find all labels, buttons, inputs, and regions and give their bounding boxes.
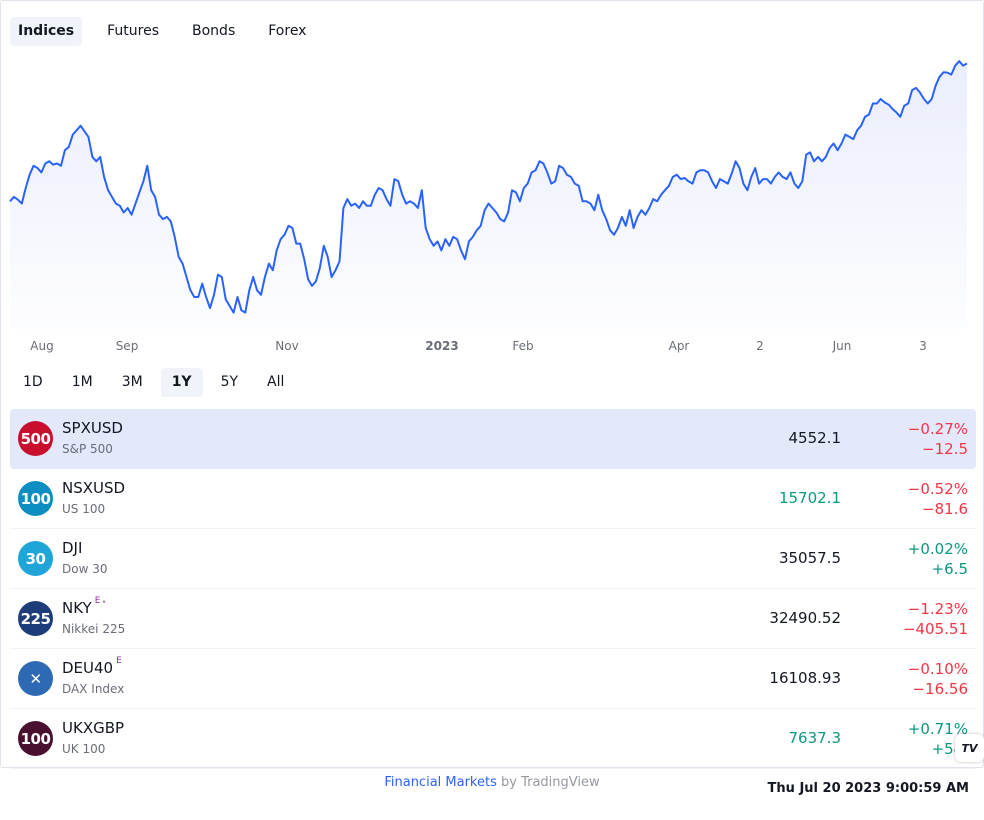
range-1y[interactable]: 1Y [160, 368, 203, 397]
last-price: 15702.1 [778, 489, 841, 507]
change-percent: +0.02% [907, 540, 968, 558]
symbol-description: DAX Index [62, 682, 125, 696]
tab-indices[interactable]: Indices [10, 17, 83, 46]
range-1d[interactable]: 1D [23, 374, 43, 390]
change-percent: +0.71% [907, 720, 968, 738]
change-absolute: −405.51 [902, 620, 968, 638]
symbol-logo: 225 [18, 601, 53, 636]
symbol-list: 500 SPXUSD S&P 500 4552.1 −0.27% −12.5 10… [10, 409, 976, 769]
by-tradingview-text: by TradingView [496, 775, 600, 790]
change-block: −0.27% −12.5 [908, 419, 968, 459]
x-tick-label: 3 [919, 339, 927, 353]
widget-footer: Financial Markets by TradingView [0, 775, 984, 790]
symbol-ticker-wrap: DEU40 E [62, 656, 123, 677]
symbol-description: US 100 [62, 502, 106, 516]
status-dot: • [101, 598, 107, 608]
symbol-ticker: SPXUSD [62, 419, 123, 437]
symbol-ticker-wrap: NSXUSD [62, 479, 129, 497]
change-block: −0.52% −81.6 [908, 479, 968, 519]
range-5y[interactable]: 5Y [220, 374, 239, 390]
price-chart[interactable]: Aug Sep Nov 2023 Feb Apr 2 Jun 3 [1, 49, 983, 359]
range-1m[interactable]: 1M [71, 374, 93, 390]
tab-forex[interactable]: Forex [268, 23, 307, 39]
x-tick-label: 2023 [425, 339, 458, 353]
symbol-ticker: NKY [62, 599, 92, 617]
range-3m[interactable]: 3M [121, 374, 143, 390]
range-all[interactable]: All [267, 374, 285, 390]
symbol-ticker-wrap: NKY E• [62, 596, 107, 617]
x-axis-ticks: Aug Sep Nov 2023 Feb Apr 2 Jun 3 [30, 339, 927, 353]
last-price: 4552.1 [788, 429, 842, 447]
symbol-description: S&P 500 [62, 442, 113, 456]
exchange-flag: E [94, 596, 101, 606]
symbol-row-nsxusd[interactable]: 100 NSXUSD US 100 15702.1 −0.52% −81.6 [10, 469, 976, 529]
last-price: 32490.52 [769, 609, 841, 627]
tab-bonds[interactable]: Bonds [192, 23, 236, 39]
change-percent: −0.10% [907, 660, 968, 678]
last-price: 7637.3 [788, 729, 842, 747]
change-absolute: +6.5 [931, 560, 968, 578]
chart-area-fill [10, 61, 967, 329]
x-tick-label: Aug [30, 339, 53, 353]
change-block: +0.02% +6.5 [908, 539, 968, 579]
last-price: 16108.93 [769, 669, 841, 687]
change-percent: −0.27% [907, 420, 968, 438]
range-selector: 1D 1M 3M 1Y 5Y All [12, 368, 302, 397]
symbol-ticker: DEU40 [62, 659, 114, 677]
x-tick-label: 2 [756, 339, 764, 353]
symbol-logo: ✕ [18, 661, 53, 696]
symbol-ticker: DJI [62, 539, 83, 557]
x-tick-label: Feb [512, 339, 533, 353]
market-overview-widget: Indices Futures Bonds Forex Aug Sep Nov 202… [0, 0, 984, 769]
symbol-row-dji[interactable]: 30 DJI Dow 30 35057.5 +0.02% +6.5 [10, 529, 976, 589]
change-block: −0.10% −16.56 [908, 659, 968, 699]
market-tabs: Indices Futures Bonds Forex [10, 17, 331, 46]
symbol-logo: 500 [18, 421, 53, 456]
x-tick-label: Jun [832, 339, 852, 353]
change-percent: −0.52% [907, 480, 968, 498]
financial-markets-link[interactable]: Financial Markets [384, 775, 497, 790]
symbol-ticker-wrap: SPXUSD [62, 419, 127, 437]
change-absolute: −16.56 [912, 680, 968, 698]
exchange-flag: E [116, 656, 122, 666]
symbol-ticker: NSXUSD [62, 479, 126, 497]
change-percent: −1.23% [907, 600, 968, 618]
symbol-row-deu40[interactable]: ✕ DEU40 E DAX Index 16108.93 −0.10% −16.56 [10, 649, 976, 709]
symbol-logo: 30 [18, 541, 53, 576]
symbol-logo: 100 [18, 721, 53, 756]
symbol-row-ukxgbp[interactable]: 100 UKXGBP UK 100 7637.3 +0.71% +54. [10, 709, 976, 769]
symbol-ticker: UKXGBP [62, 719, 125, 737]
symbol-ticker-wrap: DJI [62, 539, 86, 557]
symbol-row-nky[interactable]: 225 NKY E• Nikkei 225 32490.52 −1.23% −405… [10, 589, 976, 649]
change-block: −1.23% −405.51 [903, 599, 968, 639]
symbol-logo: 100 [18, 481, 53, 516]
symbol-description: Nikkei 225 [62, 622, 126, 636]
chart-series-line [9, 60, 968, 314]
tradingview-logo-icon[interactable]: TV [955, 734, 984, 762]
symbol-row-spxusd[interactable]: 500 SPXUSD S&P 500 4552.1 −0.27% −12.5 [10, 409, 976, 469]
symbol-ticker-wrap: UKXGBP [62, 719, 128, 737]
timestamp: Thu Jul 20 2023 9:00:59 AM [767, 781, 969, 796]
x-tick-label: Apr [669, 339, 690, 353]
change-absolute: −81.6 [922, 500, 968, 518]
symbol-description: UK 100 [62, 742, 106, 756]
change-absolute: −12.5 [922, 440, 968, 458]
last-price: 35057.5 [778, 549, 841, 567]
x-tick-label: Sep [116, 339, 139, 353]
x-tick-label: Nov [275, 339, 298, 353]
symbol-description: Dow 30 [62, 562, 108, 576]
tab-futures[interactable]: Futures [107, 23, 160, 39]
